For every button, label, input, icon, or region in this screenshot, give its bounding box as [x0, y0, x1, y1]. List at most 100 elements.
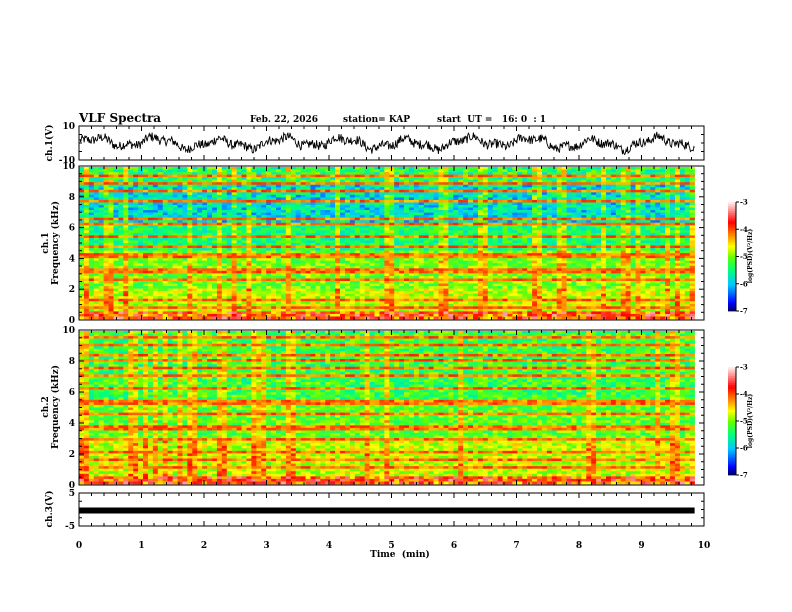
spectrogram-cell — [556, 212, 562, 216]
spectrogram-cell — [492, 205, 498, 208]
spectrogram-cell — [79, 243, 85, 246]
spectrogram-cell — [640, 237, 646, 241]
spectrogram-cell — [93, 174, 99, 178]
spectrogram-cell — [93, 202, 99, 206]
spectrogram-cell — [83, 184, 90, 188]
spectrogram-cell — [384, 179, 390, 183]
spectrogram-cell — [605, 225, 612, 229]
spectrogram-cell — [438, 263, 444, 267]
spectrogram-cell — [271, 187, 277, 191]
spectrogram-cell — [492, 177, 498, 180]
spectrogram-cell — [404, 227, 410, 231]
spectrogram-cell — [561, 169, 567, 173]
spectrogram-cell — [468, 263, 474, 267]
spectrogram-cell — [271, 240, 277, 244]
spectrogram-cell — [359, 167, 365, 170]
spectrogram-cell — [374, 220, 380, 224]
spectrogram-cell — [79, 182, 85, 186]
spectrogram-cell — [133, 169, 139, 173]
spectrogram-cell — [369, 258, 375, 262]
spectrogram-cell — [586, 202, 592, 206]
spectrogram-cell — [197, 179, 203, 183]
spectrogram-cell — [344, 217, 351, 221]
spectrogram-cell — [167, 245, 173, 249]
spectrogram-cell — [443, 222, 449, 226]
spectrogram-cell — [537, 237, 543, 241]
spectrogram-cell — [581, 260, 587, 264]
spectrogram-cell — [541, 240, 548, 244]
spectrogram-cell — [226, 197, 232, 201]
spectrogram-cell — [280, 237, 287, 241]
spectrogram-cell — [660, 184, 666, 188]
spectrogram-cell — [231, 240, 237, 244]
spectrogram-cell — [207, 230, 213, 234]
spectrogram-cell — [660, 177, 666, 180]
spectrogram-cell — [236, 248, 242, 251]
spectrogram-cell — [620, 184, 626, 188]
spectrogram-cell — [83, 253, 90, 256]
date-label: Feb. 22, 2026 — [250, 115, 318, 125]
spectrogram-cell — [231, 212, 237, 216]
spectrogram-cell — [300, 225, 306, 229]
spectrogram-cell — [128, 184, 134, 188]
spectrogram-cell — [364, 258, 370, 262]
spectrogram-cell — [645, 167, 651, 170]
spectrogram-cell — [674, 177, 681, 180]
spectrogram-cell — [497, 222, 503, 226]
spectrogram-cell — [551, 174, 558, 178]
spectrogram-cell — [211, 220, 218, 224]
spectrogram-cell — [502, 167, 508, 170]
spectrogram-cell — [674, 189, 681, 193]
spectrogram-cell — [226, 172, 232, 175]
spectrogram-cell — [118, 192, 124, 196]
spectrogram-cell — [674, 222, 681, 226]
spectrogram-cell — [610, 255, 617, 259]
spectrogram-cell — [103, 179, 109, 183]
spectrogram-cell — [315, 240, 321, 244]
spectrogram-cell — [133, 222, 139, 226]
spectrogram-cell — [379, 248, 385, 251]
spectrogram-cell — [157, 212, 164, 216]
spectrogram-cell — [182, 245, 188, 249]
spectrogram-cell — [546, 248, 553, 251]
spectrogram-cell — [522, 222, 528, 226]
spectrogram-cell — [413, 202, 420, 206]
spectrogram-cell — [138, 243, 144, 246]
spectrogram-cell — [610, 220, 617, 224]
spectrogram-cell — [359, 258, 365, 262]
spectrogram-cell — [113, 235, 119, 239]
spectrogram-cell — [458, 189, 464, 193]
spectrogram-cell — [354, 182, 361, 186]
spectrogram-cell — [157, 245, 164, 249]
spectrogram-cell — [290, 174, 296, 178]
spectrogram-cell — [251, 184, 257, 188]
spectrogram-cell — [645, 258, 651, 262]
spectrogram-cell — [433, 258, 439, 262]
spectrogram-cell — [241, 172, 247, 175]
spectrogram-cell — [655, 172, 661, 175]
spectrogram-cell — [428, 174, 434, 178]
spectrogram-cell — [418, 255, 425, 259]
spectrogram-cell — [98, 167, 104, 170]
spectrogram-cell — [517, 205, 523, 208]
spectrogram-cell — [231, 245, 237, 249]
spectrogram-cell — [674, 235, 681, 239]
spectrogram-cell — [650, 205, 656, 208]
spectrogram-cell — [197, 235, 203, 239]
spectrogram-cell — [241, 243, 247, 246]
spectrogram-cell — [571, 174, 577, 178]
spectrogram-cell — [152, 237, 159, 241]
spectrogram-cell — [330, 189, 336, 193]
spectrogram-cell — [300, 217, 306, 221]
spectrogram-cell — [556, 230, 562, 234]
spectrogram-cell — [473, 260, 479, 264]
spectrogram-cell — [487, 237, 493, 241]
spectrogram-cell — [315, 182, 321, 186]
spectrogram-cell — [399, 197, 405, 201]
spectrogram-cell — [591, 263, 597, 267]
spectrogram-cell — [660, 225, 666, 229]
spectrogram-cell — [679, 250, 686, 254]
spectrogram-cell — [197, 222, 203, 226]
spectrogram-cell — [527, 207, 533, 211]
spectrogram-cell — [537, 225, 543, 229]
